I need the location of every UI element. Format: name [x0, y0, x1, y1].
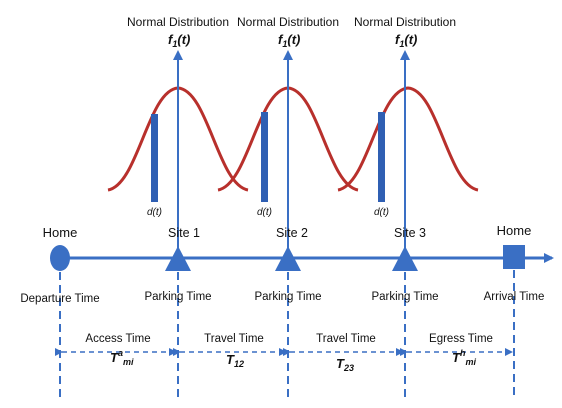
- dist-title-3: Normal Distribution: [354, 15, 456, 29]
- demand-bar-2: [261, 112, 268, 202]
- dist-title-2: Normal Distribution: [237, 15, 339, 29]
- site-marker-1: [165, 246, 191, 271]
- interval-symbol-travel-23: T23: [336, 356, 354, 373]
- interval-label-access: Access Time: [85, 333, 150, 345]
- site-marker-3: [392, 246, 418, 271]
- distribution-curves: [107, 86, 479, 192]
- interval-label-travel-12: Travel Time: [204, 333, 264, 345]
- marker-label-1: d(t): [147, 207, 162, 218]
- func-label-3: f1(t): [395, 32, 417, 49]
- event-label-parking-1: Parking Time: [144, 291, 211, 303]
- site-marker-2: [275, 246, 301, 271]
- demand-bars: [151, 112, 385, 202]
- demand-bar-3: [378, 112, 385, 202]
- site-label-2: Site 2: [276, 226, 308, 240]
- home-start-label: Home: [43, 225, 78, 240]
- event-label-parking-3: Parking Time: [371, 291, 438, 303]
- site-label-3: Site 3: [394, 226, 426, 240]
- func-label-2: f1(t): [278, 32, 300, 49]
- demand-bar-1: [151, 114, 158, 202]
- marker-label-2: d(t): [257, 207, 272, 218]
- normal-curve-3: [337, 86, 479, 192]
- site-label-1: Site 1: [168, 226, 200, 240]
- event-label-arrival: Arrival Time: [484, 291, 545, 303]
- event-dashed-lines: [59, 270, 515, 400]
- event-label-departure: Departure Time: [20, 293, 99, 305]
- event-label-parking-2: Parking Time: [254, 291, 321, 303]
- home-start-marker: [50, 245, 70, 271]
- func-label-1: f1(t): [168, 32, 190, 49]
- marker-label-3: d(t): [374, 207, 389, 218]
- interval-label-travel-23: Travel Time: [316, 333, 376, 345]
- interval-label-egress: Egress Time: [429, 333, 493, 345]
- interval-symbol-access: Tami: [110, 348, 134, 367]
- dist-title-1: Normal Distribution: [127, 15, 229, 29]
- home-end-label: Home: [497, 223, 532, 238]
- interval-symbol-egress: Thmi: [452, 348, 476, 367]
- interval-symbol-travel-12: T12: [226, 352, 244, 369]
- distribution-axes: [173, 50, 410, 258]
- site-markers: [165, 246, 418, 271]
- home-end-marker: [503, 245, 525, 269]
